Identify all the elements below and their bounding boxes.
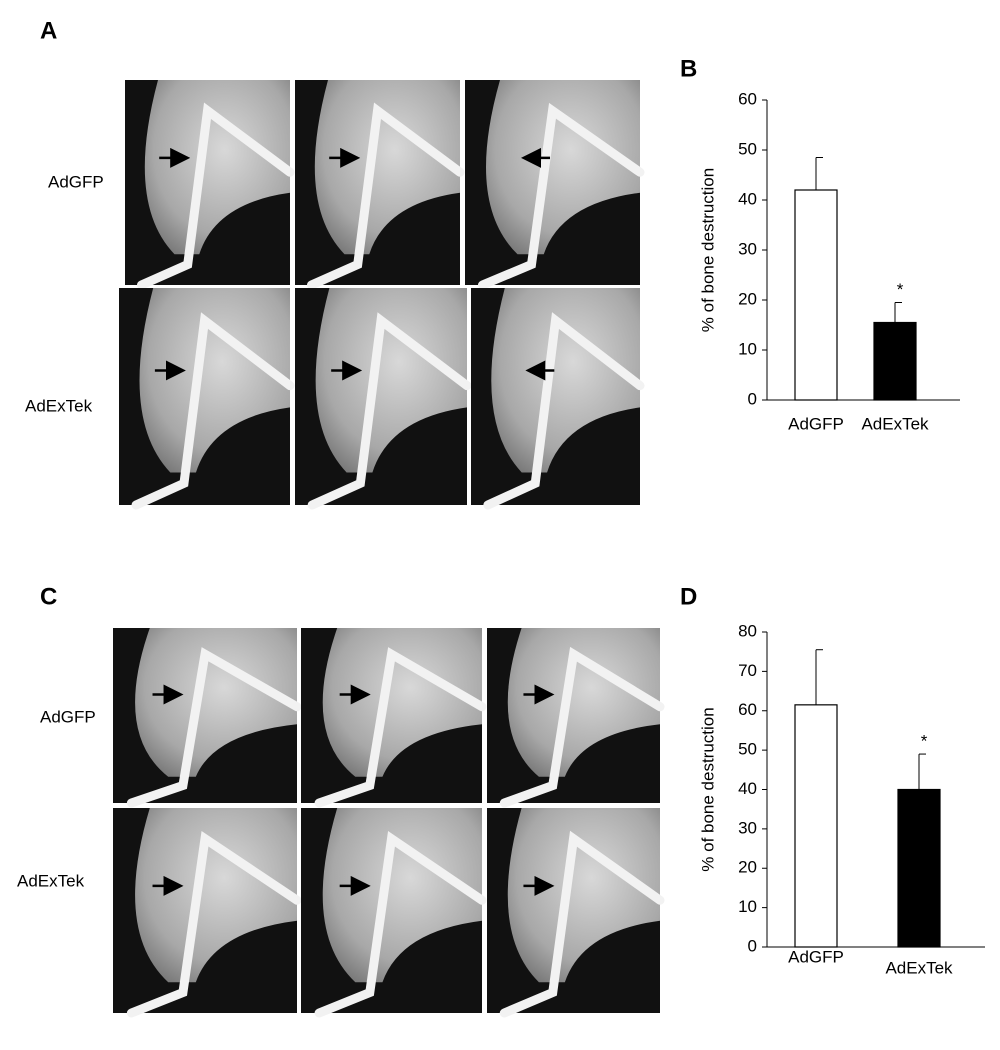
bar: [794, 189, 838, 401]
x-tick-label: AdGFP: [788, 414, 844, 433]
y-tick-label: 50: [738, 139, 757, 158]
xray-image: [295, 288, 472, 510]
xray-tissue: [491, 288, 640, 473]
panel-label: A: [40, 17, 57, 44]
x-tick-label: AdExTek: [885, 958, 953, 977]
x-tick-label: AdGFP: [788, 947, 844, 966]
panel-label: D: [680, 583, 697, 610]
xray-image: [119, 288, 295, 510]
significance-mark: *: [897, 280, 904, 299]
xray-image: [125, 80, 295, 290]
xray-bone: [137, 102, 295, 290]
xray-bone: [478, 102, 645, 290]
xray-bone: [131, 312, 295, 510]
xray-tissue: [314, 80, 460, 255]
row-label: AdExTek: [25, 396, 93, 415]
bar: [897, 788, 941, 948]
xray-image: [301, 808, 487, 1018]
xray-bone: [499, 830, 665, 1018]
xray-tissue: [135, 808, 297, 983]
y-tick-label: 70: [738, 661, 757, 680]
y-tick-label: 10: [738, 897, 757, 916]
xray-bone: [126, 831, 302, 1018]
xray-bone: [307, 312, 472, 510]
xray-image: [301, 628, 487, 808]
xray-bone: [307, 102, 465, 290]
xray-tissue: [144, 80, 290, 255]
xray-bone: [499, 646, 665, 808]
x-tick-label: AdExTek: [861, 414, 929, 433]
xray-image: [471, 288, 645, 510]
xray-tissue: [507, 628, 660, 777]
y-axis-label: % of bone destruction: [698, 168, 717, 332]
significance-mark: *: [921, 732, 928, 751]
row-label: AdGFP: [48, 172, 104, 191]
row-label: AdGFP: [40, 707, 96, 726]
xray-tissue: [139, 288, 290, 473]
bar: [794, 704, 838, 948]
y-tick-label: 0: [748, 389, 757, 408]
xray-tissue: [507, 808, 660, 983]
y-tick-label: 50: [738, 740, 757, 759]
xray-image: [295, 80, 465, 290]
panel-label: C: [40, 583, 57, 610]
xray-image: [465, 80, 645, 290]
y-tick-label: 40: [738, 779, 757, 798]
panel-label: B: [680, 55, 697, 82]
xray-bone: [126, 647, 302, 808]
y-tick-label: 20: [738, 289, 757, 308]
row-label: AdExTek: [17, 871, 85, 890]
xray-tissue: [322, 628, 482, 777]
xray-image: [113, 628, 302, 808]
xray-image: [487, 808, 665, 1018]
y-tick-label: 0: [748, 936, 757, 955]
xray-tissue: [322, 808, 482, 983]
y-tick-label: 40: [738, 189, 757, 208]
y-tick-label: 30: [738, 818, 757, 837]
y-tick-label: 10: [738, 339, 757, 358]
y-axis-label: % of bone destruction: [698, 707, 717, 871]
xray-image: [487, 628, 665, 808]
y-tick-label: 60: [738, 89, 757, 108]
bar: [873, 321, 917, 401]
xray-bone: [314, 830, 487, 1018]
xray-tissue: [135, 628, 297, 777]
xray-tissue: [486, 80, 640, 255]
xray-image: [113, 808, 302, 1018]
y-tick-label: 80: [738, 621, 757, 640]
y-tick-label: 20: [738, 858, 757, 877]
xray-bone: [483, 312, 645, 510]
y-tick-label: 30: [738, 239, 757, 258]
xray-bone: [314, 647, 487, 808]
y-tick-label: 60: [738, 700, 757, 719]
xray-tissue: [315, 288, 467, 473]
